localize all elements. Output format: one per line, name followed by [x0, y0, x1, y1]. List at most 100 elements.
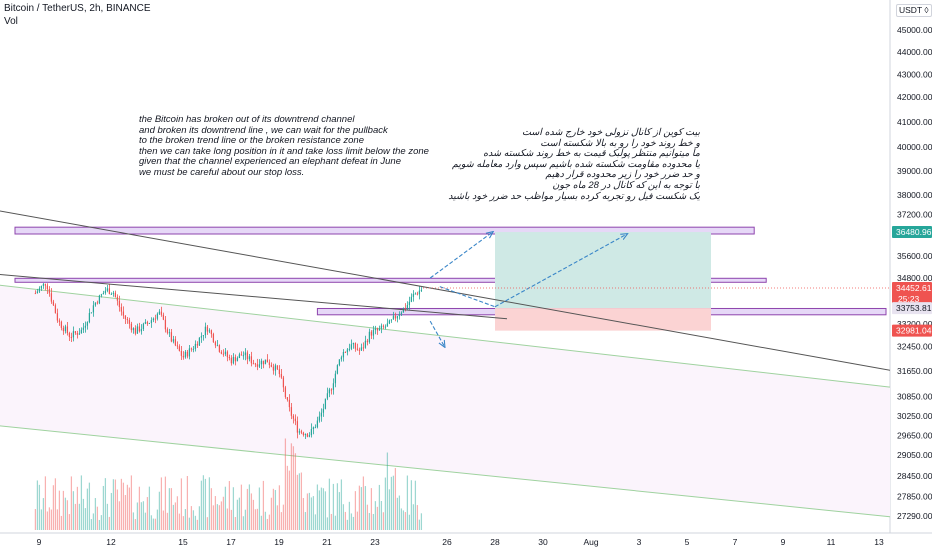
candle-body — [384, 326, 387, 328]
candle-body — [84, 325, 87, 328]
volume-bar — [342, 504, 345, 530]
volume-bar — [206, 517, 209, 530]
candle-body — [184, 351, 187, 358]
candle-body — [276, 365, 279, 370]
volume-bar — [322, 488, 325, 530]
volume-bar — [340, 479, 343, 530]
candle-body — [418, 290, 421, 295]
volume-bar — [184, 509, 187, 530]
currency-button[interactable]: USDT ◊ — [896, 4, 932, 17]
english-note-line: then we can take long position in it and… — [139, 145, 429, 157]
volume-bar — [332, 483, 335, 530]
time-tick-label: 21 — [322, 537, 332, 547]
volume-bar — [398, 495, 401, 530]
price-tick-label: 29050.00 — [897, 450, 932, 460]
candle-body — [132, 328, 135, 331]
volume-bar — [134, 519, 137, 530]
time-tick-label: 30 — [538, 537, 548, 547]
volume-bar — [364, 486, 367, 530]
persian-note-line: یا محدوده مقاومت شکسته شده باشیم سپس وار… — [451, 158, 700, 170]
volume-bar — [74, 503, 77, 530]
candle-body — [362, 347, 365, 349]
volume-bar — [326, 517, 329, 530]
volume-bar — [88, 482, 91, 530]
volume-bar — [316, 484, 319, 530]
volume-bar — [114, 479, 117, 530]
downtrend-channel — [0, 284, 891, 518]
volume-bar — [334, 515, 337, 530]
candle-body — [50, 293, 53, 302]
candle-body — [330, 389, 333, 391]
candle-body — [164, 319, 167, 330]
candle-body — [316, 420, 319, 428]
volume-bar — [308, 492, 311, 530]
target-price-tag-bg — [892, 226, 932, 239]
volume-bar — [274, 490, 277, 530]
volume-bar — [248, 484, 251, 530]
candle-body — [272, 366, 275, 371]
volume-bar — [392, 475, 395, 530]
volume-bar — [196, 519, 199, 530]
volume-bar — [142, 501, 145, 530]
volume-bar — [418, 519, 421, 530]
time-tick-label: 19 — [274, 537, 284, 547]
volume-bar — [294, 453, 297, 530]
candle-body — [76, 333, 79, 335]
volume-bar — [252, 499, 255, 530]
volume-bar — [166, 512, 169, 530]
candle-body — [152, 318, 155, 321]
volume-bar — [266, 518, 269, 530]
volume-bar — [320, 487, 323, 530]
candle-body — [386, 323, 389, 327]
volume-bar — [374, 501, 377, 530]
candle-body — [324, 398, 327, 409]
candle-body — [420, 289, 423, 291]
volume-bar — [210, 488, 213, 530]
volume-bar — [50, 509, 53, 530]
price-tick-label: 29650.00 — [897, 431, 932, 441]
volume-bar — [40, 509, 43, 530]
volume-bar — [378, 484, 381, 530]
volume-bar — [262, 480, 265, 530]
candle-body — [250, 356, 253, 364]
entry-price-tag-bg — [892, 302, 932, 315]
symbol-title[interactable]: Bitcoin / TetherUS, 2h, BINANCE — [4, 3, 151, 14]
english-annotation[interactable]: the Bitcoin has broken out of its downtr… — [139, 114, 459, 178]
volume-bar — [54, 478, 57, 530]
price-tick-label: 43000.00 — [897, 70, 932, 80]
candle-body — [130, 323, 133, 331]
take-profit-area — [495, 232, 711, 309]
volume-bar — [246, 488, 249, 530]
candle-body — [414, 293, 417, 295]
current-price-tag-countdown: 25:23 — [898, 294, 920, 304]
volume-bar — [208, 477, 211, 530]
volume-bar — [52, 485, 55, 530]
candle-body — [340, 357, 343, 360]
candle-body — [138, 326, 141, 332]
candle-body — [336, 365, 339, 374]
candle-body — [174, 339, 177, 346]
candle-body — [34, 293, 37, 295]
volume-bar — [152, 518, 155, 530]
candle-body — [268, 362, 271, 365]
candle-body — [142, 323, 145, 330]
persian-annotation[interactable]: بیت کوین از کانال نزولی خود خارج شده است… — [430, 127, 700, 202]
resistance-zone-upper — [14, 226, 755, 235]
candle-body — [86, 322, 89, 326]
candle-body — [58, 320, 61, 322]
volume-label[interactable]: Vol — [4, 16, 18, 27]
volume-bar — [296, 474, 299, 530]
candle-body — [274, 365, 277, 371]
candle-body — [38, 288, 41, 292]
candle-body — [372, 329, 375, 336]
candle-body — [306, 433, 309, 437]
volume-bar — [132, 512, 135, 530]
candle-body — [390, 319, 393, 321]
candle-body — [170, 332, 173, 342]
candle-body — [102, 293, 105, 295]
time-tick-label: 26 — [442, 537, 452, 547]
volume-bar — [352, 516, 355, 530]
candle-body — [92, 305, 95, 313]
volume-bar — [350, 513, 353, 530]
